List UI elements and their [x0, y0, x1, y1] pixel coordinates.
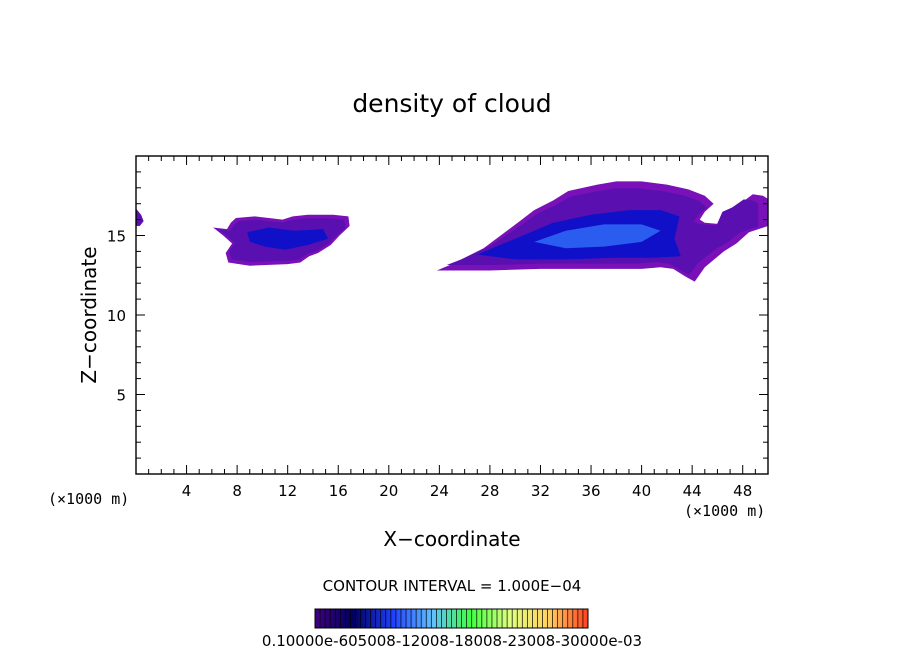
colorbar-labels: 0.10000e-605008-12008-18008-23008-30000e…	[262, 632, 642, 650]
region-core	[247, 227, 329, 250]
cloud-regions	[136, 181, 768, 282]
colorbar-frame	[314, 608, 589, 629]
x-tick-label: 40	[632, 482, 651, 500]
cloud-region-left-edge-blob	[136, 208, 144, 226]
x-tick-label: 12	[278, 482, 297, 500]
region-mid	[136, 209, 144, 225]
x-tick-label: 48	[733, 482, 752, 500]
x-unit-left: (×1000 m)	[48, 490, 129, 508]
colorbar	[314, 608, 589, 629]
x-tick-label: 20	[379, 482, 398, 500]
x-tick-label: 28	[480, 482, 499, 500]
region-inner	[534, 224, 661, 249]
chart-title: density of cloud	[352, 89, 551, 118]
cloud-region-large-cloud	[436, 181, 768, 282]
x-unit-right: (×1000 m)	[684, 502, 765, 520]
x-tick-label: 16	[329, 482, 348, 500]
x-tick-labels: 4 8 12 16 20 24 28 32 36 40 44 48	[182, 482, 752, 500]
y-tick-label: 5	[116, 387, 126, 405]
x-tick-label: 32	[531, 482, 550, 500]
axis-ticks	[136, 156, 768, 474]
y-tick-label: 15	[107, 228, 126, 246]
y-tick-label: 10	[107, 307, 126, 325]
x-axis-label: X−coordinate	[383, 527, 520, 551]
x-tick-label: 4	[182, 482, 192, 500]
contour-interval-label: CONTOUR INTERVAL = 1.000E−04	[323, 577, 582, 595]
x-tick-label: 24	[430, 482, 449, 500]
y-axis-label: Z−coordinate	[77, 246, 101, 383]
x-tick-label: 44	[683, 482, 702, 500]
x-tick-label: 36	[581, 482, 600, 500]
y-tick-labels: 5 10 15	[107, 228, 126, 405]
x-tick-label: 8	[232, 482, 242, 500]
cloud-region-small-cloud	[213, 214, 350, 266]
